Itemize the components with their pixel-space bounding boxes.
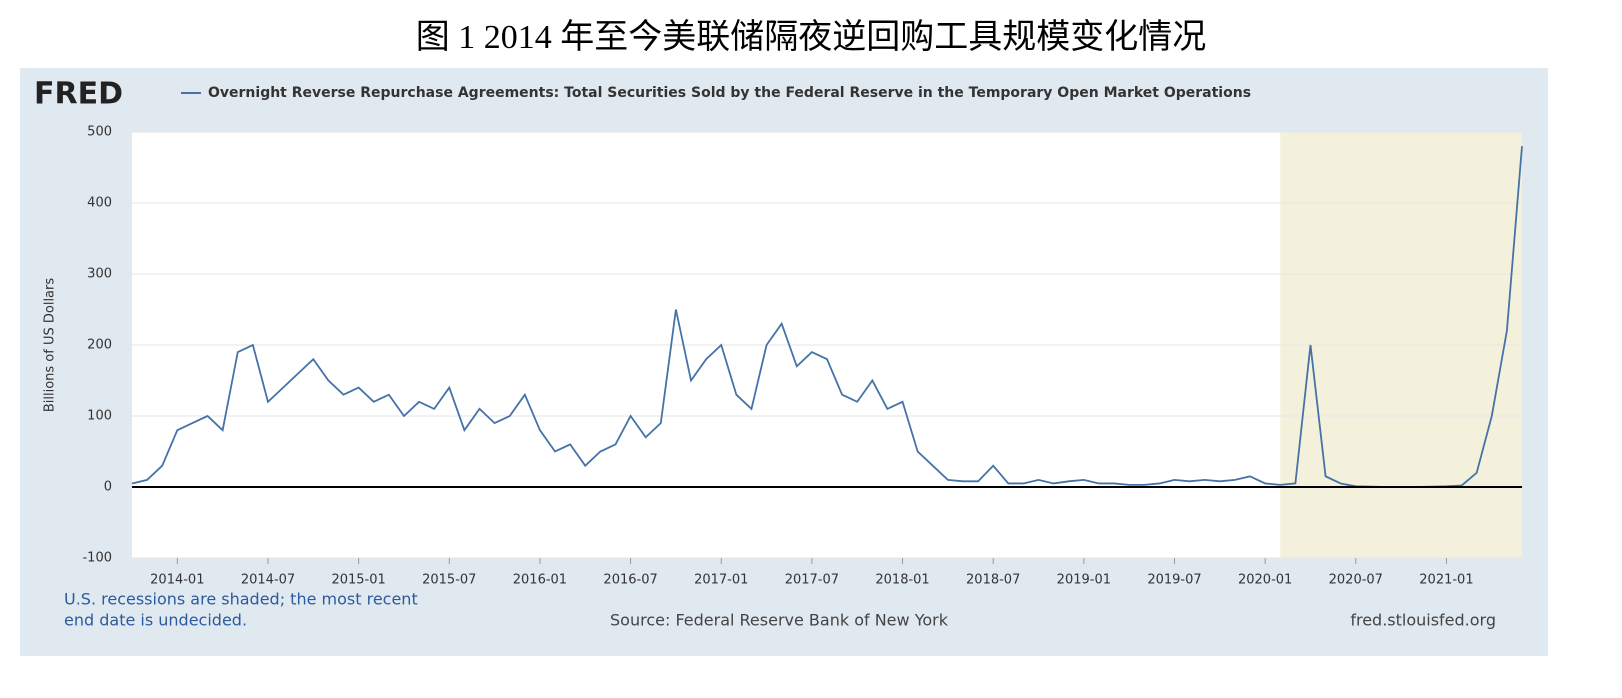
series-line (131, 146, 1523, 488)
x-tick-label: 2015-01 (331, 573, 385, 588)
x-tick-label: 2016-07 (603, 573, 657, 588)
x-tick-label: 2014-07 (241, 573, 295, 588)
x-tick-label: 2019-01 (1057, 573, 1111, 588)
x-tick-label: 2018-07 (966, 573, 1020, 588)
y-tick-label: 400 (87, 196, 112, 211)
legend-label: Overnight Reverse Repurchase Agreements:… (208, 85, 1251, 101)
page-title: 图 1 2014 年至今美联储隔夜逆回购工具规模变化情况 (416, 18, 1207, 56)
x-tick-label: 2018-01 (875, 573, 929, 588)
site: fred.stlouisfed.org (1350, 611, 1496, 630)
y-tick-label: 0 (104, 480, 112, 495)
y-axis-label: Billions of US Dollars (43, 278, 58, 413)
y-tick-label: 500 (87, 125, 112, 140)
x-tick-label: 2019-07 (1147, 573, 1201, 588)
y-tick-label: 100 (87, 409, 112, 424)
x-tick-label: 2015-07 (422, 573, 476, 588)
recession-note: U.S. recessions are shaded; the most rec… (64, 590, 418, 609)
x-tick-label: 2020-07 (1329, 573, 1383, 588)
x-tick-label: 2014-01 (150, 573, 204, 588)
recession-note: end date is undecided. (64, 611, 247, 630)
logo: FRED (34, 77, 123, 112)
y-tick-label: 200 (87, 338, 112, 353)
source: Source: Federal Reserve Bank of New York (610, 611, 949, 630)
x-tick-label: 2021-01 (1419, 573, 1473, 588)
y-tick-label: 300 (87, 267, 112, 282)
x-tick-label: 2017-07 (785, 573, 839, 588)
y-tick-label: -100 (82, 551, 112, 566)
x-tick-label: 2020-01 (1238, 573, 1292, 588)
x-tick-label: 2016-01 (513, 573, 567, 588)
x-tick-label: 2017-01 (694, 573, 748, 588)
